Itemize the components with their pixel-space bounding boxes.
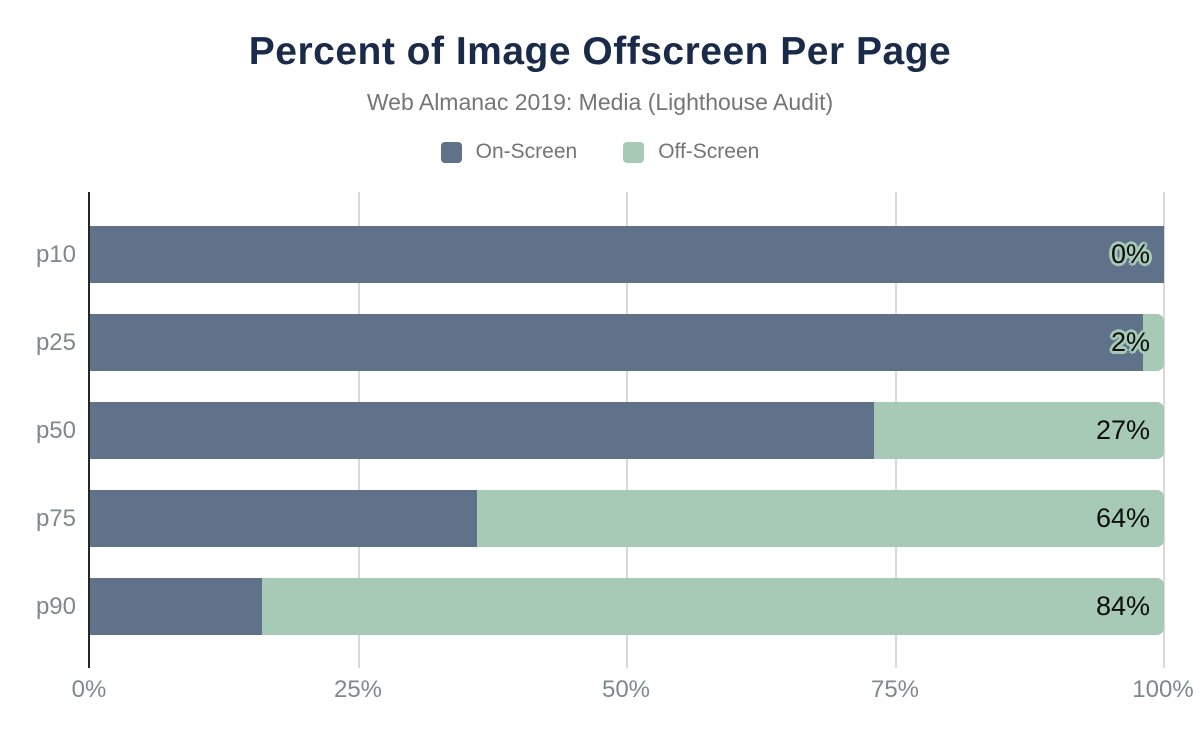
y-tick-label-p25: p25 [35,329,76,356]
legend-swatch-on-screen [440,141,462,163]
legend-label-on-screen: On-Screen [475,140,578,163]
data-label-p75: 64% [1095,503,1150,533]
bar-row-p10: 0% [90,226,1164,283]
bar-segment-on-screen-p25 [90,314,1143,371]
y-axis-line [88,192,90,668]
x-tick-label-75pct: 75% [870,676,920,703]
chart-subtitle: Web Almanac 2019: Media (Lighthouse Audi… [366,89,834,115]
chart-legend: On-Screen Off-Screen [0,140,1200,164]
bar-segment-off-screen-p75 [476,490,1164,547]
x-tick-label-25pct: 25% [333,676,383,703]
bar-segment-off-screen-p90 [261,578,1164,635]
bar-row-p50: 27% [90,402,1164,459]
data-label-p25: 2% [1110,327,1150,357]
y-tick-label-p50: p50 [35,417,76,444]
gridline-100 [1163,192,1165,668]
data-label-p90: 84% [1095,591,1150,621]
data-label-p50: 27% [1095,415,1150,445]
bar-row-p25: 2% [90,314,1164,371]
bar-segment-on-screen-p50 [90,402,875,459]
legend-item-off-screen: Off-Screen [623,140,759,164]
x-tick-label-50pct: 50% [601,676,651,703]
bar-segment-off-screen-p25 [1142,314,1164,371]
legend-item-on-screen: On-Screen [440,140,578,164]
bar-row-p75: 64% [90,490,1164,547]
bar-row-p90: 84% [90,578,1164,635]
x-tick-label-100pct: 100% [1132,676,1194,703]
legend-label-off-screen: Off-Screen [658,140,760,163]
y-tick-label-p75: p75 [35,505,76,532]
y-tick-label-p90: p90 [35,593,76,620]
bar-segment-on-screen-p90 [90,578,262,635]
x-tick-label-0pct: 0% [71,676,107,703]
bar-segment-on-screen-p75 [90,490,477,547]
y-tick-label-p10: p10 [35,241,76,268]
legend-swatch-off-screen [623,141,645,163]
bar-segment-off-screen-p50 [874,402,1164,459]
plot-area: 0% 2% 27% 64% 84% [88,192,1165,668]
chart-title: Percent of Image Offscreen Per Page [248,30,952,73]
bar-segment-on-screen-p10 [90,226,1164,283]
data-label-p10: 0% [1110,239,1150,269]
